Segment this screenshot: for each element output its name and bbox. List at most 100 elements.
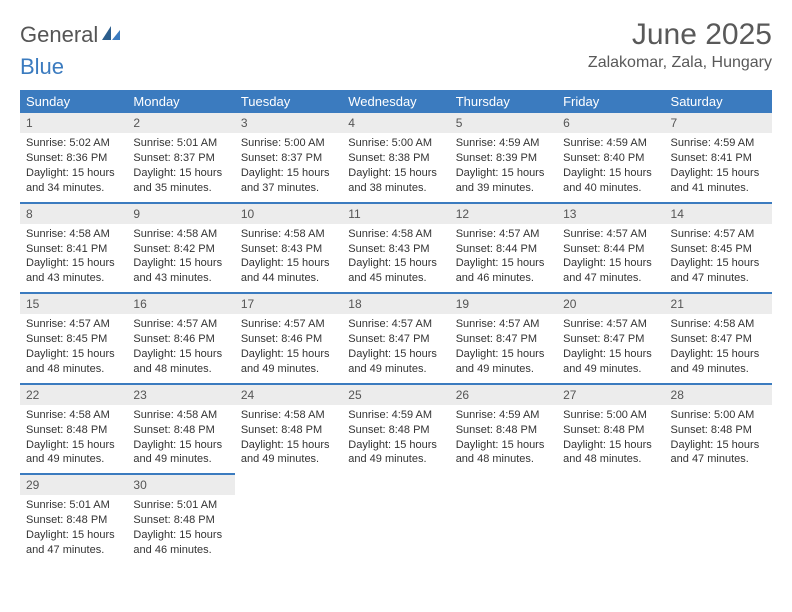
month-title: June 2025	[588, 18, 772, 52]
day-detail: Sunset: 8:45 PM	[26, 332, 121, 347]
day-detail: and 38 minutes.	[348, 181, 443, 196]
day-cell: 25Sunrise: 4:59 AMSunset: 8:48 PMDayligh…	[342, 384, 449, 475]
day-detail: Daylight: 15 hours	[456, 256, 551, 271]
day-detail: Sunrise: 4:57 AM	[456, 317, 551, 332]
calendar-body: 1Sunrise: 5:02 AMSunset: 8:36 PMDaylight…	[20, 113, 772, 564]
day-detail: Sunrise: 4:58 AM	[241, 408, 336, 423]
day-detail: Sunrise: 4:58 AM	[241, 227, 336, 242]
day-detail: and 45 minutes.	[348, 271, 443, 286]
day-detail: and 48 minutes.	[133, 362, 228, 377]
day-detail: Daylight: 15 hours	[671, 347, 766, 362]
day-detail: Sunrise: 4:58 AM	[133, 227, 228, 242]
day-cell: 23Sunrise: 4:58 AMSunset: 8:48 PMDayligh…	[127, 384, 234, 475]
day-detail: Daylight: 15 hours	[26, 528, 121, 543]
day-detail: and 35 minutes.	[133, 181, 228, 196]
day-detail: and 49 minutes.	[563, 362, 658, 377]
day-detail: Sunset: 8:48 PM	[348, 423, 443, 438]
day-number: 3	[235, 113, 342, 133]
day-cell: 22Sunrise: 4:58 AMSunset: 8:48 PMDayligh…	[20, 384, 127, 475]
day-cell: 15Sunrise: 4:57 AMSunset: 8:45 PMDayligh…	[20, 293, 127, 384]
table-row: 8Sunrise: 4:58 AMSunset: 8:41 PMDaylight…	[20, 203, 772, 294]
day-detail: Daylight: 15 hours	[241, 166, 336, 181]
day-cell: 17Sunrise: 4:57 AMSunset: 8:46 PMDayligh…	[235, 293, 342, 384]
day-number: 27	[557, 385, 664, 405]
day-cell: 13 Sunrise: 4:57 AMSunset: 8:44 PMDayligh…	[557, 203, 664, 294]
column-header: Monday	[127, 90, 234, 113]
day-cell: 8Sunrise: 4:58 AMSunset: 8:41 PMDaylight…	[20, 203, 127, 294]
day-detail: Sunset: 8:47 PM	[348, 332, 443, 347]
day-detail: Daylight: 15 hours	[671, 166, 766, 181]
day-detail: Daylight: 15 hours	[348, 256, 443, 271]
day-detail: Sunrise: 4:58 AM	[26, 408, 121, 423]
day-detail: Sunset: 8:47 PM	[563, 332, 658, 347]
brand-logo: General	[20, 18, 125, 48]
day-cell: 7Sunrise: 4:59 AMSunset: 8:41 PMDaylight…	[665, 113, 772, 203]
day-cell: 26Sunrise: 4:59 AMSunset: 8:48 PMDayligh…	[450, 384, 557, 475]
day-detail: Sunset: 8:41 PM	[671, 151, 766, 166]
day-detail: and 49 minutes.	[671, 362, 766, 377]
day-detail: Sunset: 8:41 PM	[26, 242, 121, 257]
day-detail: Sunset: 8:36 PM	[26, 151, 121, 166]
day-detail: Sunset: 8:48 PM	[26, 513, 121, 528]
day-detail: and 46 minutes.	[456, 271, 551, 286]
day-detail: Sunrise: 4:57 AM	[241, 317, 336, 332]
day-detail: Sunrise: 5:00 AM	[241, 136, 336, 151]
day-cell: 1Sunrise: 5:02 AMSunset: 8:36 PMDaylight…	[20, 113, 127, 203]
day-detail: Daylight: 15 hours	[563, 256, 658, 271]
day-detail: Sunset: 8:45 PM	[671, 242, 766, 257]
day-detail: Daylight: 15 hours	[563, 166, 658, 181]
day-detail: Daylight: 15 hours	[241, 347, 336, 362]
day-detail: Daylight: 15 hours	[133, 166, 228, 181]
day-detail: Daylight: 15 hours	[26, 256, 121, 271]
day-detail: Sunset: 8:48 PM	[456, 423, 551, 438]
column-header: Wednesday	[342, 90, 449, 113]
day-cell: 30Sunrise: 5:01 AMSunset: 8:48 PMDayligh…	[127, 474, 234, 564]
column-header: Friday	[557, 90, 664, 113]
day-detail: Sunset: 8:47 PM	[456, 332, 551, 347]
day-detail: Daylight: 15 hours	[241, 256, 336, 271]
column-header: Sunday	[20, 90, 127, 113]
day-number: 13	[557, 204, 664, 224]
brand-word-general: General	[20, 22, 98, 48]
day-detail: Daylight: 15 hours	[563, 438, 658, 453]
day-number: 8	[20, 204, 127, 224]
day-detail: and 40 minutes.	[563, 181, 658, 196]
day-cell	[557, 474, 664, 564]
day-cell: 18Sunrise: 4:57 AMSunset: 8:47 PMDayligh…	[342, 293, 449, 384]
day-detail: Sunset: 8:38 PM	[348, 151, 443, 166]
day-detail: Sunrise: 5:00 AM	[671, 408, 766, 423]
day-detail: and 48 minutes.	[456, 452, 551, 467]
day-detail: Daylight: 15 hours	[671, 438, 766, 453]
day-detail: and 43 minutes.	[133, 271, 228, 286]
day-detail: Sunset: 8:44 PM	[563, 242, 658, 257]
day-number: 16	[127, 294, 234, 314]
day-detail: Sunrise: 4:57 AM	[348, 317, 443, 332]
day-cell	[342, 474, 449, 564]
day-detail: Sunset: 8:43 PM	[348, 242, 443, 257]
day-cell: 14Sunrise: 4:57 AMSunset: 8:45 PMDayligh…	[665, 203, 772, 294]
day-detail: and 49 minutes.	[348, 362, 443, 377]
day-detail: Sunrise: 4:59 AM	[456, 136, 551, 151]
day-number: 5	[450, 113, 557, 133]
day-detail: Sunrise: 4:59 AM	[563, 136, 658, 151]
day-cell: 16Sunrise: 4:57 AMSunset: 8:46 PMDayligh…	[127, 293, 234, 384]
day-detail: Sunrise: 5:00 AM	[348, 136, 443, 151]
day-detail: Daylight: 15 hours	[241, 438, 336, 453]
day-cell: 21Sunrise: 4:58 AMSunset: 8:47 PMDayligh…	[665, 293, 772, 384]
day-number: 22	[20, 385, 127, 405]
day-detail: Sunrise: 4:58 AM	[671, 317, 766, 332]
day-detail: Sunrise: 5:02 AM	[26, 136, 121, 151]
day-cell: 19Sunrise: 4:57 AMSunset: 8:47 PMDayligh…	[450, 293, 557, 384]
day-detail: Sunset: 8:37 PM	[133, 151, 228, 166]
day-cell	[235, 474, 342, 564]
day-number: 12	[450, 204, 557, 224]
day-number: 11	[342, 204, 449, 224]
table-row: 1Sunrise: 5:02 AMSunset: 8:36 PMDaylight…	[20, 113, 772, 203]
day-detail: Daylight: 15 hours	[133, 256, 228, 271]
day-detail: and 49 minutes.	[241, 452, 336, 467]
day-detail: Daylight: 15 hours	[671, 256, 766, 271]
day-detail: and 47 minutes.	[26, 543, 121, 558]
day-number: 21	[665, 294, 772, 314]
day-detail: and 34 minutes.	[26, 181, 121, 196]
day-detail: Sunrise: 4:57 AM	[563, 227, 658, 242]
